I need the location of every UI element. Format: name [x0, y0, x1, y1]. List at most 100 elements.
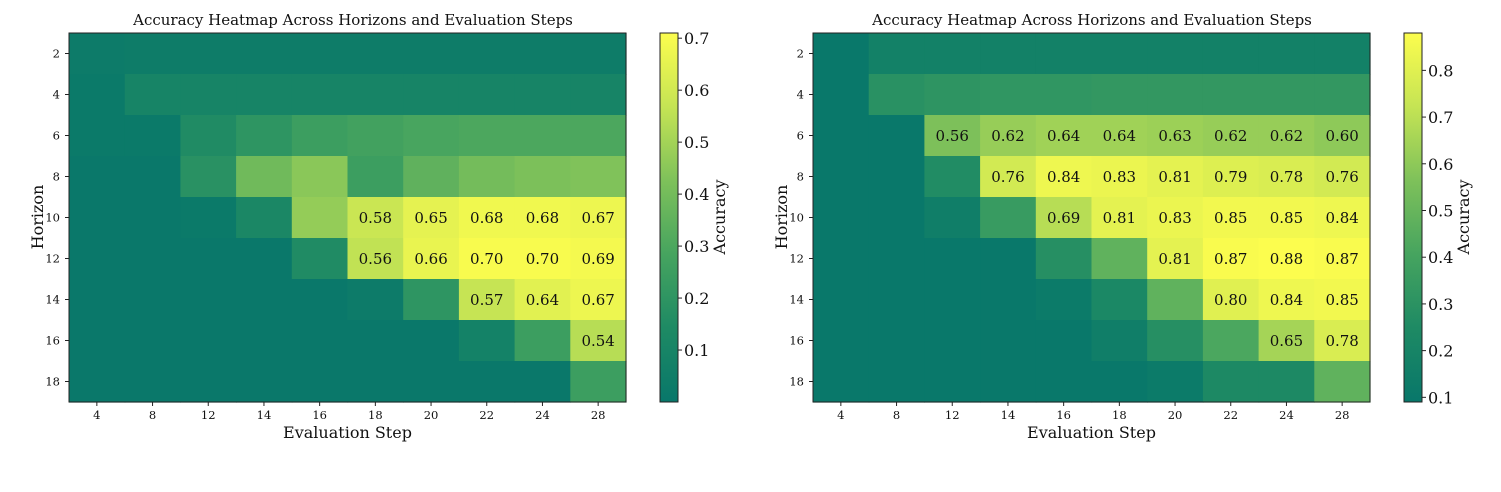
heatmap-cell — [570, 197, 627, 239]
heatmap-cell — [1314, 33, 1371, 75]
cell-value-label: 0.81 — [1103, 209, 1136, 227]
heatmap-cell — [514, 238, 571, 280]
heatmap-cell — [291, 33, 349, 75]
heatmap-cell — [180, 320, 237, 362]
heatmap-cell — [980, 320, 1037, 362]
heatmap-cell — [236, 74, 293, 116]
colorbar-tick-label: 0.6 — [1428, 155, 1453, 174]
heatmap-cell — [180, 361, 237, 403]
heatmap-cell — [924, 74, 981, 116]
heatmap-cell — [180, 33, 237, 75]
heatmap-cell — [347, 74, 404, 116]
y-tick-label: 6 — [53, 129, 60, 143]
heatmap-cell — [347, 279, 404, 321]
y-tick-label: 8 — [797, 170, 804, 184]
y-tick-label: 14 — [789, 293, 804, 307]
heatmap-cell — [924, 156, 981, 198]
x-tick-label: 14 — [1001, 408, 1016, 422]
heatmap-cell — [1091, 361, 1148, 403]
cell-value-label: 0.66 — [414, 250, 447, 268]
heatmap-cell — [291, 238, 349, 280]
x-tick-label: 28 — [591, 408, 606, 422]
heatmap-cell — [1035, 197, 1093, 239]
y-tick-label: 2 — [53, 47, 60, 61]
heatmap-cell — [1091, 115, 1148, 157]
heatmap-cell — [1035, 279, 1093, 321]
heatmap-cell — [1147, 115, 1204, 157]
heatmap-cell — [347, 238, 404, 280]
heatmap-cell — [868, 197, 925, 239]
colorbar-tick-label: 0.5 — [684, 133, 709, 152]
heatmap-cell — [1202, 197, 1260, 239]
x-tick-label: 24 — [535, 408, 550, 422]
y-tick-label: 10 — [789, 211, 804, 225]
cell-value-label: 0.87 — [1214, 250, 1247, 268]
heatmap-cell — [1091, 279, 1148, 321]
heatmap-cell — [813, 361, 870, 403]
y-ticks: 2 4 6 8 10 12 14 16 18 — [45, 47, 69, 389]
heatmap-cell — [868, 238, 925, 280]
x-ticks: 4 8 12 14 16 18 20 22 24 28 — [93, 402, 605, 422]
cell-value-label: 0.56 — [359, 250, 392, 268]
x-tick-label: 18 — [368, 408, 383, 422]
colorbar-ticks: 0.1 0.2 0.3 0.4 0.5 0.6 0.7 0.8 — [1422, 61, 1453, 407]
x-tick-label: 4 — [837, 408, 844, 422]
heatmap-cell — [868, 361, 925, 403]
x-tick-label: 8 — [893, 408, 900, 422]
heatmap-cell — [514, 33, 571, 75]
heatmap-cell — [291, 74, 349, 116]
cell-value-label: 0.57 — [470, 291, 503, 309]
heatmap-cell — [458, 74, 516, 116]
heatmap-cell — [980, 33, 1037, 75]
heatmap-cell — [458, 279, 516, 321]
heatmap-cell — [69, 156, 126, 198]
heatmap-cell — [1258, 320, 1315, 362]
heatmap-cell — [813, 115, 870, 157]
heatmap-cell — [69, 361, 126, 403]
heatmap-cell — [1202, 156, 1260, 198]
cell-value-label: 0.83 — [1158, 209, 1191, 227]
cell-value-label: 0.62 — [1214, 127, 1247, 145]
heatmap-cell — [236, 279, 293, 321]
heatmap-cell — [291, 320, 349, 362]
colorbar-tick-label: 0.6 — [684, 81, 709, 100]
x-tick-label: 4 — [93, 408, 100, 422]
heatmap-cell — [403, 279, 460, 321]
heatmap-cell — [291, 361, 349, 403]
y-tick-label: 18 — [45, 375, 60, 389]
heatmap-cell — [1258, 156, 1315, 198]
colorbar-tick-label: 0.3 — [1428, 295, 1453, 314]
heatmap-cell — [180, 238, 237, 280]
cell-value-label: 0.69 — [1047, 209, 1080, 227]
heatmap-cell — [180, 115, 237, 157]
heatmap-cell — [69, 74, 126, 116]
heatmap-cell — [1258, 74, 1315, 116]
heatmap-cell — [1258, 279, 1315, 321]
heatmap-cell — [1258, 197, 1315, 239]
colorbar-tick-label: 0.3 — [684, 237, 709, 256]
heatmap-cell — [514, 197, 571, 239]
heatmap-cell — [813, 279, 870, 321]
y-tick-label: 10 — [45, 211, 60, 225]
heatmap-cell — [813, 156, 870, 198]
heatmap-cell — [124, 115, 181, 157]
heatmap-cell — [570, 279, 627, 321]
cell-value-label: 0.65 — [1270, 332, 1303, 350]
heatmap-cell — [813, 33, 870, 75]
heatmap-cell — [291, 279, 349, 321]
y-ticks: 2 4 6 8 10 12 14 16 18 — [789, 47, 813, 389]
heatmap-cell — [570, 115, 627, 157]
heatmap-cell — [813, 238, 870, 280]
cell-value-label: 0.54 — [581, 332, 614, 350]
y-tick-label: 18 — [789, 375, 804, 389]
heatmap-cell — [1314, 156, 1371, 198]
heatmap-cell — [1202, 74, 1260, 116]
heatmap-cell — [1258, 33, 1315, 75]
heatmap-cell — [347, 115, 404, 157]
x-axis-label: Evaluation Step — [1027, 423, 1156, 442]
colorbar-tick-label: 0.1 — [684, 341, 709, 360]
heatmap-cell — [1035, 156, 1093, 198]
cell-value-label: 0.60 — [1325, 127, 1358, 145]
heatmap-cell — [868, 320, 925, 362]
